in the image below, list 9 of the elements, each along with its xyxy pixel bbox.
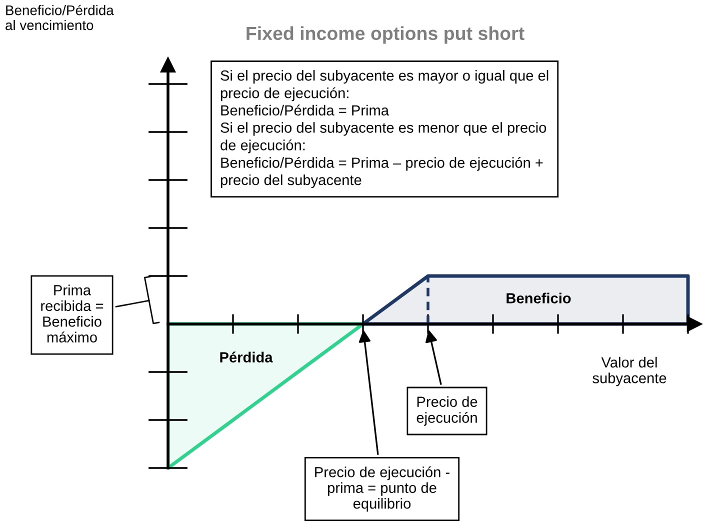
- annotation: Pérdida: [220, 352, 273, 362]
- chart-title: Fixed income options put short: [246, 26, 524, 44]
- text: Beneficio/Pérdida al vencimiento: [6, 4, 114, 30]
- x-axis-title: Valor del subyacente: [592, 356, 666, 386]
- text: Si el precio del subyacente es mayor o igual que el precio de ejecución: Beneficio/Pérdida = Prima Si el precio del subyacente es menor que el precio de ejecución: Beneficio/Pérdida = Prima – precio de ejecución + precio del subyacente: [220, 70, 548, 188]
- annotation: Beneficio: [506, 292, 571, 304]
- text: Prima recibida = Beneficio máximo: [41, 284, 104, 342]
- annotation: Precio de ejecución: [416, 396, 478, 426]
- annotation: Precio de ejecución - prima = punto de equilibrio: [315, 466, 450, 512]
